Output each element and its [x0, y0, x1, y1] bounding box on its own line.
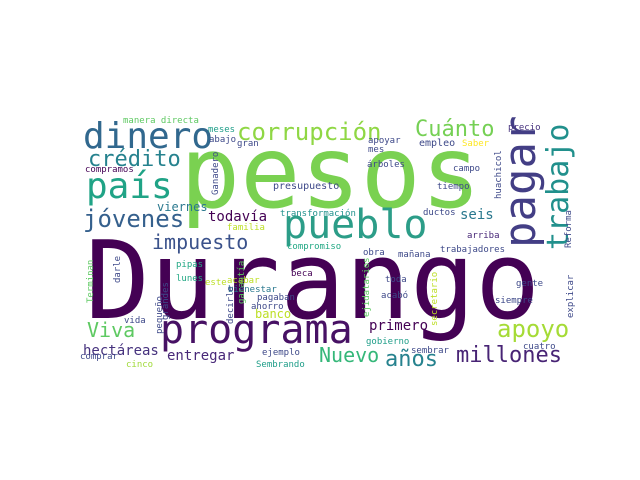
cloud-word: siempre [495, 296, 533, 306]
cloud-word: gobierno [366, 337, 409, 347]
cloud-word: dinero [83, 116, 213, 157]
cloud-word: apoyo [497, 315, 569, 343]
cloud-word: Ganadero [211, 152, 221, 195]
cloud-word: explicar [566, 274, 576, 318]
cloud-word: grandes [161, 282, 171, 320]
cloud-word: mañana [398, 250, 431, 260]
cloud-word: Viva [87, 318, 135, 342]
cloud-word: pesos [180, 114, 481, 231]
cloud-word: entregar [167, 348, 234, 364]
cloud-word: pagaban [257, 293, 295, 303]
cloud-word: Sembrando [256, 360, 305, 370]
cloud-word: lunes [176, 274, 203, 284]
cloud-word: campo [453, 164, 480, 174]
cloud-word: todavía [208, 209, 267, 225]
cloud-word: jóvenes [83, 205, 184, 233]
cloud-word: trabajadores [440, 245, 505, 255]
cloud-word: Reforma [564, 210, 574, 248]
cloud-word: pipas [176, 260, 203, 270]
cloud-word: meses [208, 125, 235, 135]
cloud-word: pequeño [155, 296, 165, 334]
cloud-word: millones [456, 343, 562, 368]
cloud-word: bienestar [228, 285, 277, 295]
cloud-word: gente [516, 279, 543, 289]
cloud-word: precio [508, 123, 541, 133]
cloud-word: vida [124, 316, 146, 326]
cloud-word: ejidatarios [362, 257, 372, 317]
cloud-word: Durango [85, 219, 540, 344]
cloud-word: cinco [126, 360, 153, 370]
cloud-word: impuesto [152, 230, 248, 254]
cloud-word: comprar [80, 352, 119, 362]
cloud-word: primero [369, 318, 428, 334]
cloud-word: empleo [419, 138, 455, 149]
cloud-word: huachicol [494, 150, 504, 199]
cloud-word: decirle [226, 286, 236, 324]
cloud-word: años [385, 347, 438, 372]
cloud-word: apoyar [368, 136, 401, 146]
cloud-word: sembrar [411, 346, 450, 356]
cloud-word: Nuevo [319, 343, 379, 367]
cloud-word: programa [160, 307, 353, 353]
cloud-word: secretario [430, 272, 440, 326]
cloud-word: familia [227, 223, 265, 233]
cloud-word: árboles [367, 160, 405, 170]
cloud-word: Terminan [86, 260, 96, 303]
cloud-word: compramos [85, 165, 134, 175]
cloud-word: este [205, 278, 227, 288]
cloud-word: presupuesto [273, 181, 339, 192]
cloud-word: toda [385, 275, 407, 285]
cloud-word: compromiso [287, 242, 341, 252]
cloud-word: garantía [237, 261, 247, 304]
cloud-word: tiempo [437, 182, 470, 192]
cloud-word: acabar [227, 276, 260, 286]
cloud-word: ahorro [251, 302, 284, 312]
cloud-word: banco [255, 307, 291, 321]
cloud-word: arriba [467, 231, 500, 241]
cloud-word: Saber [462, 139, 490, 149]
cloud-word: beca [291, 269, 313, 279]
cloud-word: país [86, 166, 173, 207]
cloud-word: obra [363, 248, 385, 258]
cloud-word: viernes [157, 200, 208, 214]
cloud-word: ductos [423, 208, 456, 218]
cloud-word: crédito [88, 147, 181, 172]
cloud-word: seis [460, 207, 494, 223]
cloud-word: transformación [280, 208, 356, 219]
cloud-word: pagar [495, 116, 546, 248]
cloud-word: mes [368, 145, 384, 155]
cloud-word: Cuánto [415, 117, 494, 142]
cloud-word: hectáreas [83, 343, 159, 359]
cloud-word: trabajo [541, 124, 576, 250]
cloud-word: cuatro [523, 342, 556, 352]
cloud-word: corrupción [237, 118, 382, 146]
cloud-word: darle [113, 256, 123, 283]
cloud-word: manera directa [123, 116, 199, 126]
cloud-word: ejemplo [262, 348, 300, 358]
cloud-word: gran [237, 139, 259, 149]
cloud-word: pueblo [283, 202, 428, 248]
cloud-word: acabó [381, 290, 408, 301]
cloud-word: abajo [209, 135, 236, 145]
